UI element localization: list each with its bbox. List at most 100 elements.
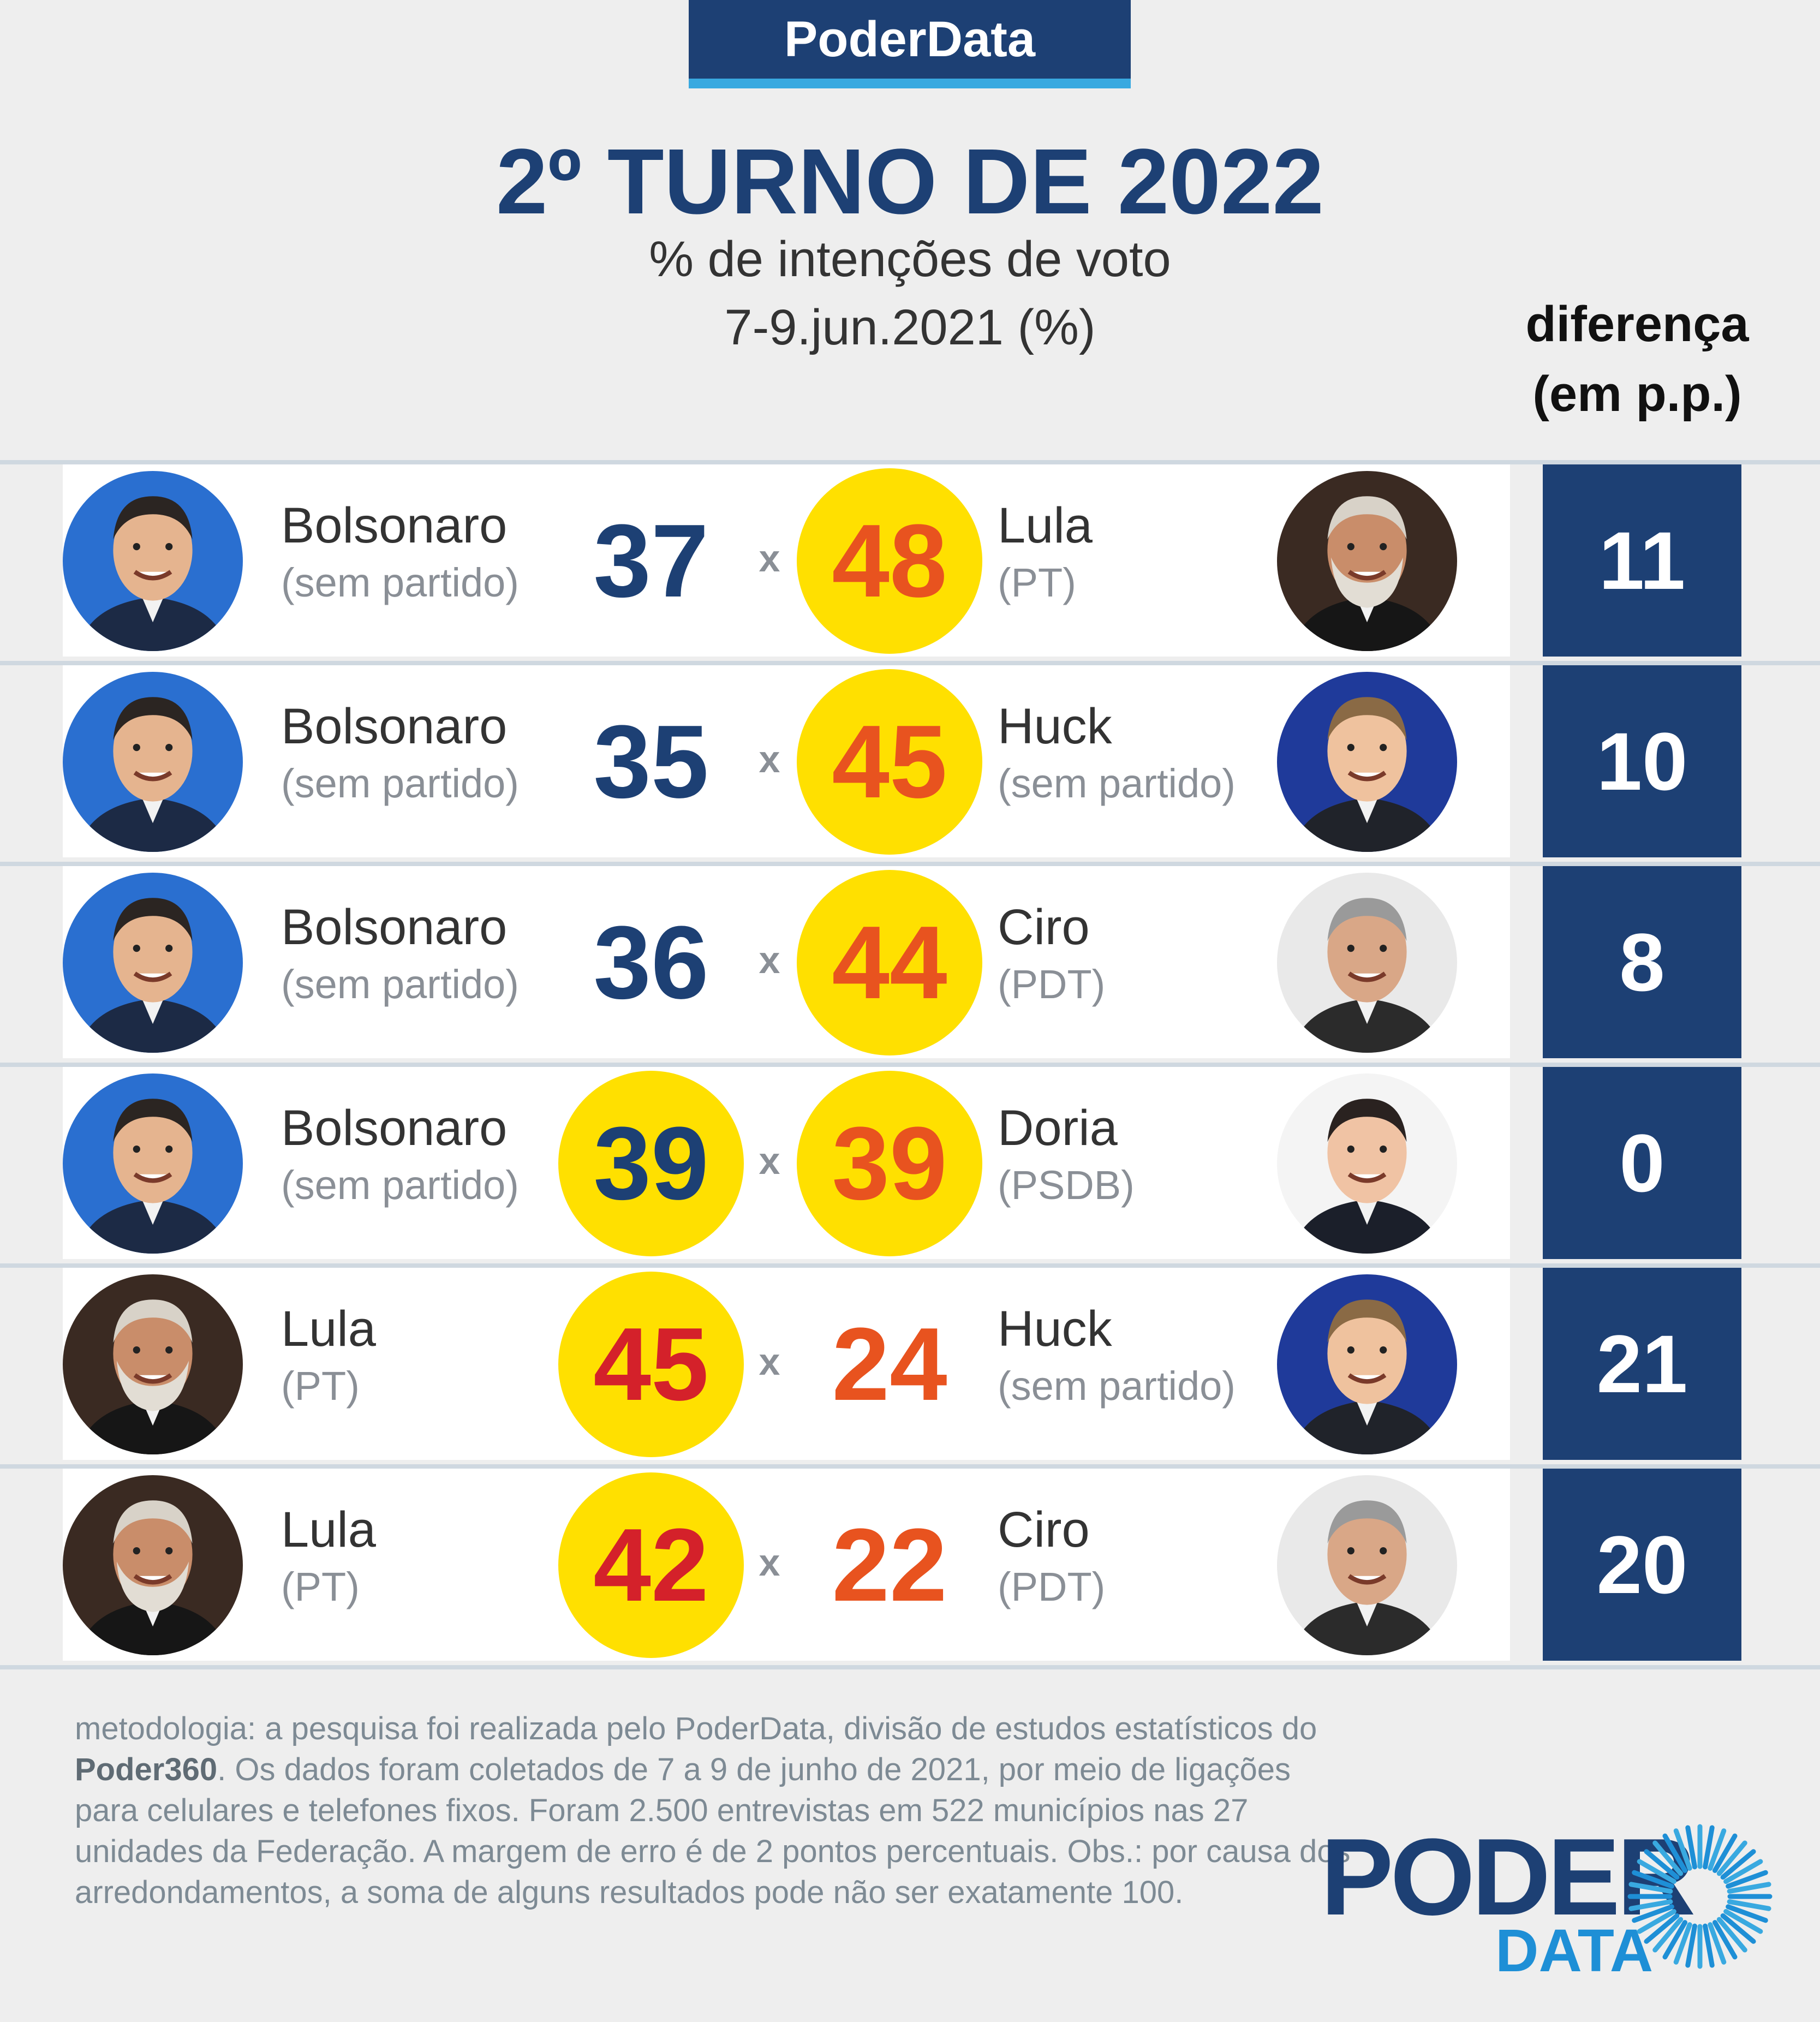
candidate-b-value: 44 (832, 905, 947, 1021)
candidate-b-value: 39 (832, 1106, 947, 1221)
logo-poder-text: PODER (1321, 1816, 1696, 1938)
matchup-panel (63, 1469, 1510, 1661)
row-separator (0, 1263, 1820, 1268)
candidate-a-party: (sem partido) (281, 962, 519, 1007)
matchup-panel (63, 866, 1510, 1058)
leader-highlight-circle (797, 1071, 982, 1256)
difference-value: 8 (1543, 866, 1741, 1058)
candidate-b-party: (PDT) (998, 1564, 1106, 1609)
candidate-a-value: 37 (593, 503, 709, 619)
page-title: 2º TURNO DE 2022 (496, 130, 1324, 234)
candidate-b-party: (sem partido) (998, 761, 1236, 806)
difference-header: diferença (em p.p.) (1473, 289, 1801, 429)
leader-highlight-circle (558, 1071, 744, 1256)
leader-highlight-circle (558, 1272, 744, 1457)
leader-highlight-circle (797, 669, 982, 855)
difference-value: 20 (1543, 1469, 1741, 1661)
methodology-text-part2: . Os dados foram coletados de 7 a 9 de j… (75, 1752, 1351, 1910)
doria-photo (1277, 1073, 1457, 1254)
lula-photo (63, 1475, 243, 1655)
candidate-b-name: Ciro (998, 899, 1090, 955)
lula-photo (63, 1274, 243, 1454)
survey-date: 7-9.jun.2021 (%) (724, 300, 1096, 355)
bolsonaro-photo (63, 1073, 243, 1254)
matchup-panel (63, 1268, 1510, 1460)
candidate-a-party: (sem partido) (281, 1162, 519, 1208)
logo-data-text: DATA (1495, 1917, 1654, 1984)
huck-photo (1277, 1274, 1457, 1454)
matchup-row: Bolsonaro (sem partido) 39 x 39 Doria (P… (0, 1063, 1820, 1259)
candidate-b-name: Ciro (998, 1502, 1090, 1558)
bolsonaro-photo (63, 873, 243, 1053)
leader-highlight-circle (797, 870, 982, 1055)
page-subtitle: % de intenções de voto (649, 231, 1171, 287)
huck-photo (1277, 672, 1457, 852)
candidate-a-name: Bolsonaro (281, 699, 508, 754)
difference-value: 0 (1543, 1067, 1741, 1259)
brand-tab: PoderData (689, 0, 1131, 88)
candidate-a-party: (PT) (281, 1564, 360, 1609)
candidate-b-value: 48 (832, 503, 947, 619)
versus-label: x (759, 537, 780, 580)
candidate-a-party: (PT) (281, 1363, 360, 1409)
row-separator (0, 460, 1820, 464)
difference-header-line1: diferença (1525, 296, 1749, 352)
leader-highlight-circle (797, 468, 982, 654)
matchup-panel (63, 464, 1510, 657)
candidate-b-party: (PSDB) (998, 1162, 1135, 1208)
candidate-b-party: (sem partido) (998, 1363, 1236, 1409)
methodology-bold: Poder360 (75, 1752, 218, 1787)
methodology-note: metodologia: a pesquisa foi realizada pe… (75, 1708, 1357, 1913)
ciro-photo (1277, 1475, 1457, 1655)
candidate-a-value: 39 (593, 1106, 709, 1221)
candidate-a-name: Bolsonaro (281, 899, 508, 955)
candidate-b-value: 45 (832, 704, 947, 820)
matchup-panel (63, 1067, 1510, 1259)
candidate-b-name: Doria (998, 1100, 1118, 1156)
versus-label: x (759, 939, 780, 981)
logo-sunburst-icon (1627, 1824, 1773, 1969)
bolsonaro-photo (63, 471, 243, 651)
candidate-b-name: Huck (998, 1301, 1112, 1357)
row-separator (0, 1464, 1820, 1469)
candidate-b-value: 24 (832, 1307, 947, 1422)
candidate-a-name: Lula (281, 1301, 376, 1357)
methodology-text-part1: metodologia: a pesquisa foi realizada pe… (75, 1711, 1317, 1746)
bolsonaro-photo (63, 672, 243, 852)
candidate-a-value: 45 (593, 1307, 709, 1422)
difference-value: 21 (1543, 1268, 1741, 1460)
difference-value: 10 (1543, 665, 1741, 857)
lula-photo (1277, 471, 1457, 651)
row-separator (0, 862, 1820, 866)
candidate-a-value: 35 (593, 704, 709, 820)
candidate-a-name: Bolsonaro (281, 498, 508, 553)
candidate-a-name: Lula (281, 1502, 376, 1558)
candidate-a-party: (sem partido) (281, 761, 519, 806)
candidate-b-party: (PDT) (998, 962, 1106, 1007)
candidate-a-name: Bolsonaro (281, 1100, 508, 1156)
matchup-row: Lula (PT) 45 x 24 Huck (sem partido) 21 (0, 1263, 1820, 1460)
candidate-a-value: 42 (593, 1507, 709, 1623)
ciro-photo (1277, 873, 1457, 1053)
candidate-b-value: 22 (832, 1507, 947, 1623)
versus-label: x (759, 738, 780, 780)
matchup-row: Bolsonaro (sem partido) 36 x 44 Ciro (PD… (0, 862, 1820, 1058)
difference-value: 11 (1543, 464, 1741, 657)
matchup-row: Bolsonaro (sem partido) 37 x 48 Lula (PT… (0, 460, 1820, 657)
poderdata-logo: PODER DATA (1321, 1823, 1774, 1987)
versus-label: x (759, 1541, 780, 1584)
versus-label: x (759, 1140, 780, 1182)
matchup-row: Lula (PT) 42 x 22 Ciro (PDT) 20 (0, 1464, 1820, 1661)
difference-header-line2: (em p.p.) (1532, 366, 1742, 422)
leader-highlight-circle (558, 1472, 744, 1658)
candidate-b-name: Lula (998, 498, 1093, 553)
matchup-panel (63, 665, 1510, 857)
candidate-a-value: 36 (593, 905, 709, 1021)
row-separator (0, 1665, 1820, 1669)
candidate-a-party: (sem partido) (281, 560, 519, 605)
row-separator (0, 1063, 1820, 1067)
row-separator (0, 661, 1820, 665)
matchup-row: Bolsonaro (sem partido) 35 x 45 Huck (se… (0, 661, 1820, 857)
candidate-b-party: (PT) (998, 560, 1076, 605)
versus-label: x (759, 1340, 780, 1383)
